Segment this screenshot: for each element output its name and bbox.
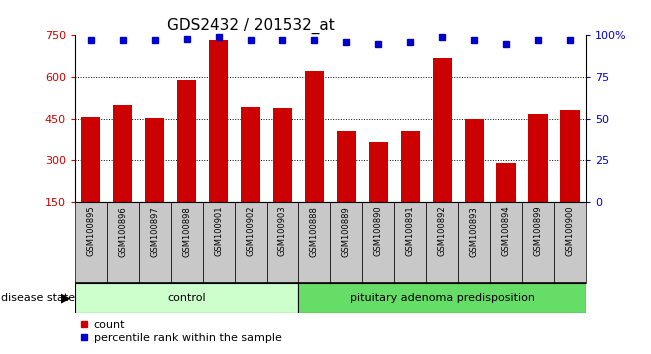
Bar bbox=[171, 202, 202, 283]
Text: GSM100896: GSM100896 bbox=[118, 206, 128, 257]
Bar bbox=[395, 202, 426, 283]
Bar bbox=[266, 202, 298, 283]
Bar bbox=[330, 202, 363, 283]
Text: GSM100902: GSM100902 bbox=[246, 206, 255, 256]
Text: control: control bbox=[167, 293, 206, 303]
Text: GSM100893: GSM100893 bbox=[469, 206, 478, 257]
Text: GSM100890: GSM100890 bbox=[374, 206, 383, 257]
Bar bbox=[209, 40, 228, 202]
Bar bbox=[241, 108, 260, 202]
Bar bbox=[529, 114, 547, 202]
Bar bbox=[298, 202, 330, 283]
Bar bbox=[145, 118, 164, 202]
Bar bbox=[465, 119, 484, 202]
Bar bbox=[305, 72, 324, 202]
Bar bbox=[202, 202, 234, 283]
Text: GSM100894: GSM100894 bbox=[501, 206, 510, 257]
Text: disease state: disease state bbox=[1, 293, 76, 303]
Text: GSM100899: GSM100899 bbox=[533, 206, 542, 257]
Text: GSM100900: GSM100900 bbox=[566, 206, 574, 256]
Text: GSM100892: GSM100892 bbox=[437, 206, 447, 257]
Bar bbox=[75, 283, 298, 313]
Bar bbox=[554, 202, 586, 283]
Text: GSM100889: GSM100889 bbox=[342, 206, 351, 257]
Bar bbox=[368, 142, 388, 202]
Text: pituitary adenoma predisposition: pituitary adenoma predisposition bbox=[350, 293, 534, 303]
Bar bbox=[363, 202, 395, 283]
Bar bbox=[490, 202, 522, 283]
Text: GSM100897: GSM100897 bbox=[150, 206, 159, 257]
Bar bbox=[337, 131, 356, 202]
Bar bbox=[400, 131, 420, 202]
Text: GSM100891: GSM100891 bbox=[406, 206, 415, 257]
Bar bbox=[107, 202, 139, 283]
Legend: count, percentile rank within the sample: count, percentile rank within the sample bbox=[75, 315, 286, 347]
Text: GDS2432 / 201532_at: GDS2432 / 201532_at bbox=[167, 18, 335, 34]
Bar bbox=[177, 80, 196, 202]
Bar bbox=[75, 202, 107, 283]
Bar bbox=[139, 202, 171, 283]
Bar bbox=[522, 202, 554, 283]
Bar bbox=[561, 110, 579, 202]
Bar bbox=[432, 58, 452, 202]
Text: GSM100888: GSM100888 bbox=[310, 206, 319, 257]
Bar bbox=[298, 283, 586, 313]
Bar bbox=[81, 117, 100, 202]
Bar bbox=[234, 202, 266, 283]
Text: ▶: ▶ bbox=[61, 292, 70, 305]
Bar bbox=[273, 108, 292, 202]
Text: GSM100898: GSM100898 bbox=[182, 206, 191, 257]
Bar bbox=[497, 163, 516, 202]
Bar bbox=[113, 105, 132, 202]
Text: GSM100901: GSM100901 bbox=[214, 206, 223, 256]
Text: GSM100903: GSM100903 bbox=[278, 206, 287, 257]
Bar bbox=[426, 202, 458, 283]
Text: GSM100895: GSM100895 bbox=[87, 206, 95, 257]
Bar bbox=[458, 202, 490, 283]
